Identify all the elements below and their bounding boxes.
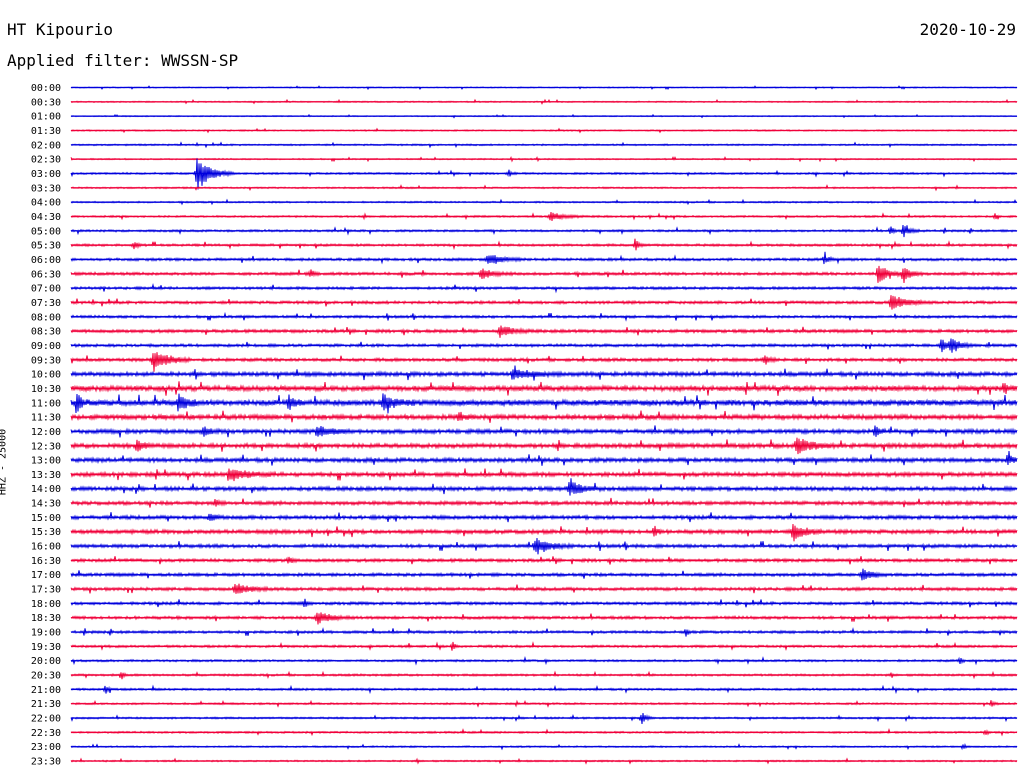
- row-time-label: 02:30: [31, 155, 61, 166]
- row-time-label: 11:00: [31, 398, 61, 409]
- trace-row-1430: [70, 497, 1018, 508]
- trace-row-0600: [70, 251, 1018, 265]
- trace-row-1300: [70, 450, 1018, 466]
- trace-row-0530: [70, 238, 1018, 251]
- row-time-label: 10:30: [31, 384, 61, 395]
- row-time-label: 23:30: [31, 757, 61, 768]
- row-time-label: 07:30: [31, 298, 61, 309]
- trace-row-1030: [70, 381, 1018, 396]
- row-time-label: 22:30: [31, 728, 61, 739]
- filter-label: Applied filter: WWSSN-SP: [7, 51, 239, 70]
- station-title: HT Kipourio: [7, 20, 113, 39]
- row-time-label: 15:00: [31, 513, 61, 524]
- row-time-label: 10:00: [31, 370, 61, 381]
- trace-row-1530: [70, 523, 1018, 542]
- row-time-label: 04:30: [31, 212, 61, 223]
- trace-row-0630: [70, 265, 1018, 284]
- row-time-label: 21:30: [31, 699, 61, 710]
- row-time-label: 09:30: [31, 355, 61, 366]
- date-label: 2020-10-29: [919, 20, 1016, 39]
- row-time-label: 16:30: [31, 556, 61, 567]
- row-time-label: 06:30: [31, 269, 61, 280]
- row-time-label: 20:30: [31, 671, 61, 682]
- trace-row-1830: [70, 612, 1018, 625]
- row-time-label: 17:30: [31, 585, 61, 596]
- row-time-label: 03:30: [31, 183, 61, 194]
- tick-labels-group: 00:00 00:30 01:00 01:30 02:00 02:30 03:00 03:30…: [31, 83, 61, 768]
- row-time-label: 16:00: [31, 542, 61, 553]
- row-time-label: 23:00: [31, 742, 61, 753]
- row-time-label: 18:00: [31, 599, 61, 610]
- row-time-label: 19:00: [31, 628, 61, 639]
- row-time-label: 13:30: [31, 470, 61, 481]
- row-time-label: 01:30: [31, 126, 61, 137]
- row-time-label: 06:00: [31, 255, 61, 266]
- trace-row-1400: [70, 478, 1018, 496]
- row-time-label: 01:00: [31, 112, 61, 123]
- row-time-label: 04:00: [31, 198, 61, 209]
- row-time-label: 14:30: [31, 499, 61, 510]
- trace-row-0930: [70, 352, 1018, 372]
- row-time-label: 21:00: [31, 685, 61, 696]
- row-time-label: 12:00: [31, 427, 61, 438]
- row-time-label: 14:00: [31, 484, 61, 495]
- row-time-label: 07:00: [31, 284, 61, 295]
- row-time-label: 19:30: [31, 642, 61, 653]
- row-time-label: 00:00: [31, 83, 61, 94]
- row-time-label: 02:00: [31, 140, 61, 151]
- row-time-label: 08:00: [31, 312, 61, 323]
- row-time-label: 09:00: [31, 341, 61, 352]
- row-time-label: 03:00: [31, 169, 61, 180]
- row-time-label: 17:00: [31, 570, 61, 581]
- row-time-label: 22:00: [31, 714, 61, 725]
- row-time-label: 05:30: [31, 241, 61, 252]
- row-time-label: 08:30: [31, 327, 61, 338]
- row-time-label: 12:30: [31, 441, 61, 452]
- row-time-label: 05:00: [31, 226, 61, 237]
- row-time-label: 13:00: [31, 456, 61, 467]
- trace-row-2030: [70, 670, 1018, 680]
- traces-group: [70, 85, 1018, 765]
- row-time-label: 18:30: [31, 613, 61, 624]
- row-time-label: 20:00: [31, 656, 61, 667]
- row-time-label: 11:30: [31, 413, 61, 424]
- row-time-label: 00:30: [31, 97, 61, 108]
- trace-row-1000: [70, 365, 1018, 381]
- row-time-label: 15:30: [31, 527, 61, 538]
